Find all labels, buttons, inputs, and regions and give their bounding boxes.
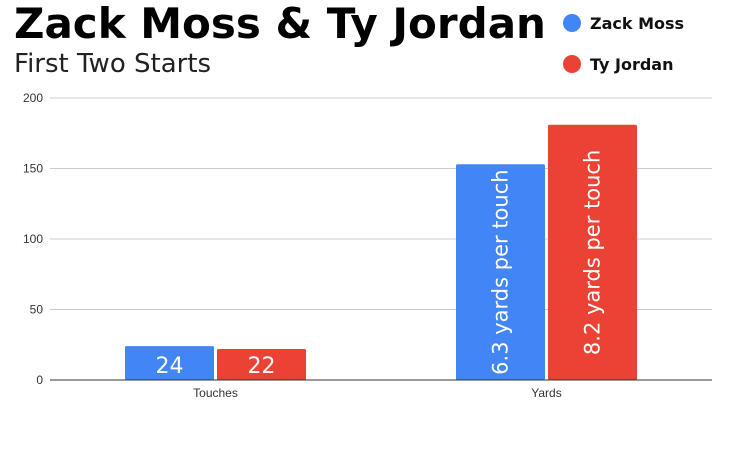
data-label: 6.3 yards per touch bbox=[489, 169, 513, 374]
legend: Zack Moss Ty Jordan bbox=[563, 14, 684, 74]
legend-marker-zack-moss bbox=[563, 14, 581, 32]
bars: 24 22 6.3 yards per touch 8.2 yards per tou… bbox=[125, 124, 637, 380]
y-tick-label: 100 bbox=[23, 232, 43, 246]
y-tick-label: 0 bbox=[36, 373, 43, 387]
bar-ty-jordan-touches bbox=[217, 348, 306, 380]
data-label: 24 bbox=[156, 354, 184, 379]
y-axis: 0 50 100 150 200 bbox=[23, 91, 43, 387]
data-label: 22 bbox=[248, 354, 276, 379]
bar-zack-moss-yards bbox=[456, 164, 545, 380]
x-tick-label: Touches bbox=[193, 386, 238, 400]
y-tick-label: 200 bbox=[23, 91, 43, 105]
x-tick-label: Yards bbox=[531, 386, 561, 400]
legend-label-ty-jordan: Ty Jordan bbox=[590, 55, 674, 74]
data-label: 8.2 yards per touch bbox=[581, 150, 605, 355]
y-tick-label: 50 bbox=[30, 303, 44, 317]
legend-marker-ty-jordan bbox=[563, 55, 581, 73]
bar-zack-moss-touches bbox=[125, 346, 214, 380]
x-axis: Touches Yards bbox=[50, 379, 712, 400]
bar-ty-jordan-yards bbox=[548, 124, 637, 380]
chart-subtitle: First Two Starts bbox=[14, 49, 211, 79]
legend-label-zack-moss: Zack Moss bbox=[590, 14, 684, 33]
chart-title: Zack Moss & Ty Jordan bbox=[14, 0, 546, 48]
y-tick-label: 150 bbox=[23, 162, 43, 176]
